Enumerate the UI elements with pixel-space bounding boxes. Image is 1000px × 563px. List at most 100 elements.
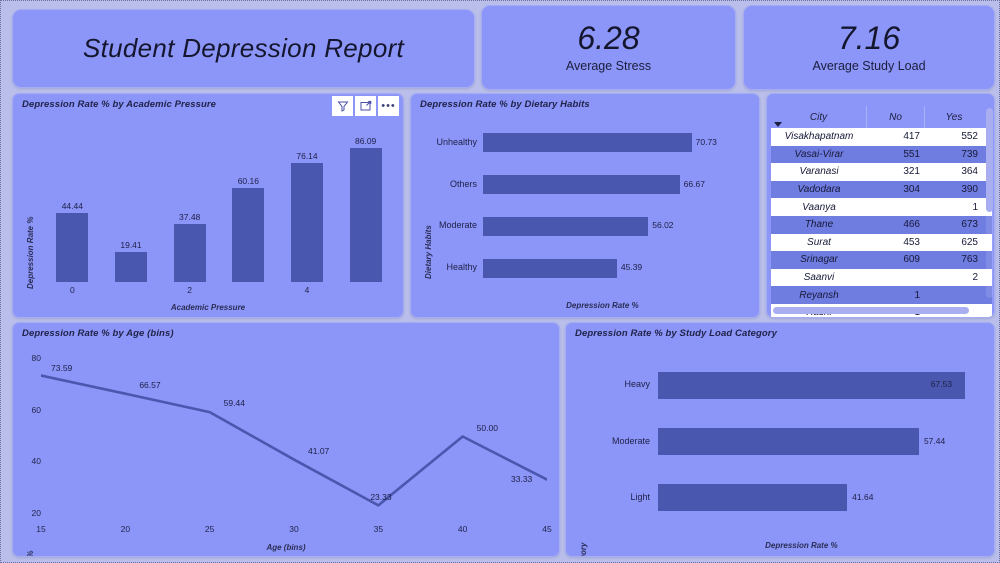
x-tick-age-15: 15 [36,524,46,534]
data-label-study-heavy: 67.53 [930,379,953,390]
table-header-row: City No Yes [771,106,992,128]
scrollbar-thumb-horizontal[interactable] [773,307,969,314]
table-cell-city: Vaanya [802,201,836,213]
table-horizontal-scrollbar[interactable] [773,307,987,314]
visual-depression-by-study-load-category[interactable]: Depression Rate % by Study Load Category… [565,322,995,557]
table-row[interactable]: Thane 466 673 [771,215,992,234]
axis-title-y-study: Study Load Category [579,543,588,556]
data-label-dietary-healthy: 45.39 [620,262,643,273]
visual-depression-by-academic-pressure[interactable]: Depression Rate % by Academic Pressure •… [12,93,404,318]
table-vertical-scrollbar[interactable] [986,108,993,298]
kpi-value-average-study-load: 7.16 [837,19,901,56]
x-tick-age-20: 20 [120,524,131,534]
table-cell-no: 466 [903,219,920,231]
category-label-study-moderate: Moderate [611,435,650,446]
data-label-dietary-unhealthy: 70.73 [695,136,717,147]
y-tick-age-40: 40 [31,456,41,467]
data-label-academic-1: 19.41 [120,239,142,250]
visual-city-depression-table[interactable]: City No Yes Visakhapatnam 417 552 Vasai-Vir… [766,93,995,318]
plot-area-dietary-habits: Unhealthy 70.73 Others 66.67 Moderate 56.02 He… [429,122,753,289]
bar-academic-pressure-3[interactable] [232,188,265,282]
kpi-card-average-stress[interactable]: 6.28 Average Stress [481,5,736,90]
table-row[interactable]: Saanvi 2 [771,268,992,287]
bar-dietary-healthy[interactable] [483,258,617,278]
category-label-study-heavy: Heavy [624,379,650,390]
table-cell-no: 304 [903,184,920,196]
bar-dietary-moderate[interactable] [483,216,649,236]
table-cell-no: 551 [903,148,920,160]
bar-study-moderate[interactable] [658,427,919,455]
sort-caret-icon[interactable] [774,122,782,127]
x-tick-age-35: 35 [373,524,384,534]
table-row[interactable]: Varanasi 321 364 [771,163,992,181]
column-header-yes[interactable]: Yes [945,111,963,123]
table-row[interactable]: Vasai-Virar 551 739 [771,145,992,164]
x-tick-labels-academic: 0 2 4 [43,285,395,297]
table-row[interactable]: Srinagar 609 763 [771,251,992,269]
bar-study-light[interactable] [658,484,848,512]
bar-academic-pressure-4[interactable] [290,163,324,282]
y-tick-age-80: 80 [31,353,41,363]
data-label-academic-5: 86.09 [355,135,377,146]
table-row[interactable]: Visakhapatnam 417 552 [771,128,992,146]
bar-academic-pressure-0[interactable] [56,212,89,282]
visual-depression-by-age-bins[interactable]: Depression Rate % by Age (bins) Depressi… [12,322,560,557]
filter-icon[interactable] [332,96,353,116]
bar-academic-pressure-5[interactable] [349,147,382,282]
table-row[interactable]: Reyansh 1 [771,286,992,304]
bar-academic-pressure-2[interactable] [173,223,206,282]
y-tick-age-60: 60 [31,404,41,415]
report-title-card[interactable]: Student Depression Report [12,9,475,88]
kpi-card-average-study-load[interactable]: 7.16 Average Study Load [743,5,995,90]
table-body: Visakhapatnam 417 552 Vasai-Virar 551 739 Vara… [771,128,992,317]
bar-academic-pressure-1[interactable] [114,251,148,282]
table-cell-no: 453 [903,236,920,248]
table-cell-city: Varanasi [799,166,839,178]
table-cell-no: 1 [914,289,920,301]
axis-title-x-age: Age (bins) [266,543,306,552]
table-cell-city: Reyansh [799,289,839,301]
x-tick-academic-0: 0 [69,285,75,295]
page-title: Student Depression Report [82,33,405,63]
more-options-icon[interactable]: ••• [378,96,399,116]
table-cell-city: Visakhapatnam [784,131,854,143]
scrollbar-thumb-vertical[interactable] [986,108,993,212]
visual-title-dietary-habits: Depression Rate % by Dietary Habits [420,99,590,110]
x-tick-age-25: 25 [204,524,215,534]
focus-mode-icon[interactable] [355,96,376,116]
x-tick-academic-2: 2 [187,285,193,295]
data-label-age-15: 73.59 [51,362,73,373]
table-cell-yes: 763 [961,254,978,266]
bar-dietary-unhealthy[interactable] [483,133,692,153]
data-label-age-40: 50.00 [476,422,498,433]
category-label-study-light: Light [630,491,650,502]
table-cell-yes: 390 [961,184,978,196]
bar-study-heavy[interactable] [658,371,965,399]
plot-area-age-bins: 73.59 66.57 59.44 41.07 23.33 50.00 33.33 [41,345,547,522]
table-cell-city: Srinagar [800,254,838,266]
table-row[interactable]: Vaanya 1 [771,198,992,216]
table-cell-yes: 364 [961,166,978,178]
city-table[interactable]: City No Yes Visakhapatnam 417 552 Vasai-Vir… [771,106,992,317]
table-cell-yes: 673 [961,219,978,231]
table-cell-no [867,198,925,216]
table-cell-city: Thane [804,219,834,231]
column-header-city[interactable]: City [771,106,867,128]
table-cell-no: 321 [903,166,920,178]
line-series-age-bins[interactable] [41,345,547,522]
column-header-no[interactable]: No [867,106,925,128]
table-row[interactable]: Vadodara 304 390 [771,180,992,199]
plot-area-study-load: Heavy 67.53 Moderate 57.44 Light 41.64 [588,357,984,526]
axis-title-x-study: Depression Rate % [765,541,838,550]
axis-title-y-age: Depression Rate % [26,551,35,556]
data-label-age-25: 59.44 [223,398,245,409]
table-cell-yes [925,286,983,304]
data-label-dietary-moderate: 56.02 [652,220,674,231]
bar-dietary-others[interactable] [483,175,680,195]
visual-depression-by-dietary-habits[interactable]: Depression Rate % by Dietary Habits Diet… [410,93,760,318]
data-label-academic-2: 37.48 [179,211,201,222]
data-label-dietary-others: 66.67 [683,178,705,189]
table-cell-no: 609 [903,254,920,266]
table-row[interactable]: Surat 453 625 [771,233,992,252]
data-label-academic-4: 76.14 [296,151,318,162]
